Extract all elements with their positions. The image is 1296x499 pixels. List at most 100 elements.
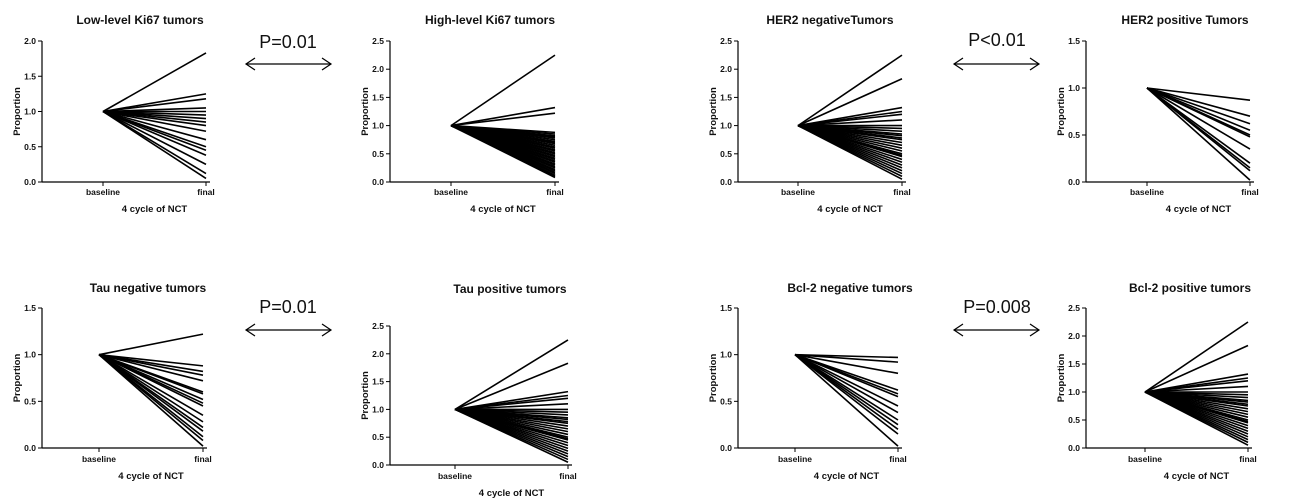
y-tick-label: 2.5 bbox=[372, 36, 384, 46]
chart-panel-4: HER2 positive Tumors 0.0 0.5 1.0 1.5 baseline… bbox=[1056, 13, 1259, 215]
y-tick-label: 2.5 bbox=[720, 36, 732, 46]
x-axis-label: 4 cycle of NCT bbox=[122, 204, 188, 215]
arrow-left-head bbox=[952, 323, 964, 337]
series-line-5 bbox=[98, 353, 204, 382]
x-tick-label-final: final bbox=[1241, 187, 1258, 197]
series-line-12 bbox=[794, 354, 899, 435]
series-line-36 bbox=[450, 124, 556, 179]
x-tick-label-baseline: baseline bbox=[86, 187, 120, 197]
y-tick-label: 0.5 bbox=[720, 396, 732, 406]
series-line-7 bbox=[1146, 87, 1251, 150]
x-tick-label-final: final bbox=[194, 454, 211, 464]
chart-title: HER2 positive Tumors bbox=[1121, 13, 1248, 27]
x-tick-label-baseline: baseline bbox=[781, 187, 815, 197]
chart-panel-1: Low-level Ki67 tumors 0.0 0.5 1.0 1.5 2.0 base… bbox=[12, 13, 215, 215]
series-line-11 bbox=[98, 353, 204, 417]
chart-panel-3: HER2 negativeTumors 0.0 0.5 1.0 1.5 2.0 2.5 bas… bbox=[708, 13, 911, 215]
series-line-2 bbox=[454, 362, 569, 411]
series-line-4 bbox=[98, 353, 204, 376]
chart-title: HER2 negativeTumors bbox=[766, 13, 893, 27]
y-tick-label: 2.0 bbox=[1068, 331, 1080, 341]
y-tick-label: 0.0 bbox=[372, 177, 384, 187]
x-axis-label: 4 cycle of NCT bbox=[814, 471, 880, 482]
x-axis-label: 4 cycle of NCT bbox=[1164, 471, 1230, 482]
series-line-2 bbox=[1144, 344, 1249, 393]
x-tick-label-baseline: baseline bbox=[1130, 187, 1164, 197]
series-line-10 bbox=[1146, 87, 1251, 172]
y-axis-label: Proportion bbox=[360, 87, 371, 136]
series-line-6 bbox=[794, 353, 899, 398]
y-tick-label: 0.0 bbox=[24, 443, 36, 453]
chart-title: High-level Ki67 tumors bbox=[425, 13, 555, 27]
series-line-28 bbox=[1144, 391, 1249, 446]
x-tick-label-baseline: baseline bbox=[438, 471, 472, 481]
y-axis-label: Proportion bbox=[708, 354, 719, 403]
series-line-2 bbox=[98, 353, 204, 367]
y-axis-label: Proportion bbox=[360, 371, 371, 420]
series-line-7 bbox=[98, 353, 204, 395]
series-line-10 bbox=[102, 110, 207, 133]
series-line-1 bbox=[454, 339, 569, 411]
y-tick-label: 1.5 bbox=[1068, 36, 1080, 46]
comparison-annotation-2: P<0.01 bbox=[952, 30, 1041, 71]
y-tick-label: 1.5 bbox=[24, 303, 36, 313]
series-line-8 bbox=[794, 353, 899, 414]
series-line-1 bbox=[797, 54, 903, 127]
series-line-11 bbox=[102, 110, 207, 141]
series-line-14 bbox=[102, 110, 207, 156]
series-line-1 bbox=[102, 52, 207, 113]
chart-panel-2: High-level Ki67 tumors 0.0 0.5 1.0 1.5 2.0 2.5… bbox=[360, 13, 564, 215]
x-tick-label-final: final bbox=[889, 454, 906, 464]
y-axis-label: Proportion bbox=[12, 87, 23, 136]
series-line-17 bbox=[102, 110, 207, 180]
x-tick-label-baseline: baseline bbox=[778, 454, 812, 464]
y-tick-label: 2.0 bbox=[372, 349, 384, 359]
y-axis-label: Proportion bbox=[1056, 354, 1067, 403]
comparison-annotation-4: P=0.008 bbox=[952, 297, 1041, 337]
series-line-11 bbox=[1146, 87, 1251, 181]
y-tick-label: 1.0 bbox=[720, 121, 732, 131]
y-axis-label: Proportion bbox=[12, 354, 23, 403]
series-line-3 bbox=[102, 98, 207, 113]
series-line-9 bbox=[102, 110, 207, 127]
series-line-5 bbox=[454, 397, 569, 411]
y-tick-label: 1.5 bbox=[1068, 359, 1080, 369]
y-tick-label: 0.5 bbox=[24, 142, 36, 152]
chart-panel-8: Bcl-2 positive tumors 0.0 0.5 1.0 1.5 2.0 2.5 b… bbox=[1056, 281, 1257, 482]
x-tick-label-final: final bbox=[197, 187, 214, 197]
y-tick-label: 1.0 bbox=[24, 107, 36, 117]
x-tick-label-baseline: baseline bbox=[82, 454, 116, 464]
chart-panel-6: Tau positive tumors 0.0 0.5 1.0 1.5 2.0 2.5 bas… bbox=[360, 282, 577, 499]
chart-title: Tau positive tumors bbox=[453, 282, 566, 296]
series-line-6 bbox=[1144, 385, 1249, 393]
series-line-13 bbox=[794, 354, 899, 447]
y-tick-label: 2.5 bbox=[372, 321, 384, 331]
y-tick-label: 0.0 bbox=[720, 177, 732, 187]
y-tick-label: 1.5 bbox=[720, 92, 732, 102]
y-tick-label: 0.0 bbox=[1068, 177, 1080, 187]
series-line-1 bbox=[98, 333, 204, 356]
x-axis-label: 4 cycle of NCT bbox=[1166, 204, 1232, 215]
series-line-28 bbox=[797, 124, 903, 180]
series-line-1 bbox=[1144, 321, 1249, 393]
arrow-right-head bbox=[321, 323, 333, 337]
arrow-left-head bbox=[244, 57, 256, 71]
chart-title: Bcl-2 positive tumors bbox=[1129, 281, 1251, 295]
series-line-2 bbox=[794, 353, 899, 363]
y-tick-label: 1.0 bbox=[372, 121, 384, 131]
x-tick-label-final: final bbox=[893, 187, 910, 197]
series-line-3 bbox=[450, 112, 556, 127]
y-axis-label: Proportion bbox=[708, 87, 719, 136]
y-tick-label: 0.0 bbox=[720, 443, 732, 453]
chart-panel-7: Bcl-2 negative tumors 0.0 0.5 1.0 1.5 baselin… bbox=[708, 281, 913, 482]
series-line-28 bbox=[454, 408, 569, 463]
x-tick-label-final: final bbox=[559, 471, 576, 481]
series-line-3 bbox=[794, 353, 899, 375]
y-tick-label: 0.5 bbox=[1068, 415, 1080, 425]
y-tick-label: 2.0 bbox=[24, 36, 36, 46]
y-tick-label: 2.5 bbox=[1068, 303, 1080, 313]
series-line-1 bbox=[450, 54, 556, 127]
p-value-label: P=0.008 bbox=[963, 297, 1031, 317]
arrow-left-head bbox=[952, 57, 964, 71]
